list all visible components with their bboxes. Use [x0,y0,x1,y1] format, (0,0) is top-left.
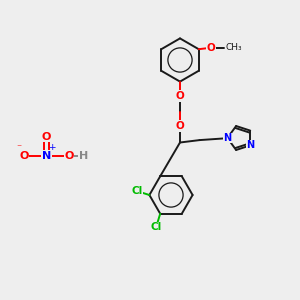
Text: O: O [42,131,51,142]
Text: N: N [42,151,51,161]
Text: O: O [176,121,184,131]
Text: Cl: Cl [150,222,161,232]
Text: CH₃: CH₃ [226,43,242,52]
Text: Cl: Cl [131,185,142,196]
Text: O: O [19,151,29,161]
Text: O: O [64,151,74,161]
Text: ⁻: ⁻ [16,143,21,154]
Text: N: N [223,133,232,143]
Text: O: O [207,43,216,53]
Text: N: N [246,140,254,150]
Text: O: O [176,91,184,101]
Text: +: + [48,143,56,152]
Text: H: H [79,151,88,161]
